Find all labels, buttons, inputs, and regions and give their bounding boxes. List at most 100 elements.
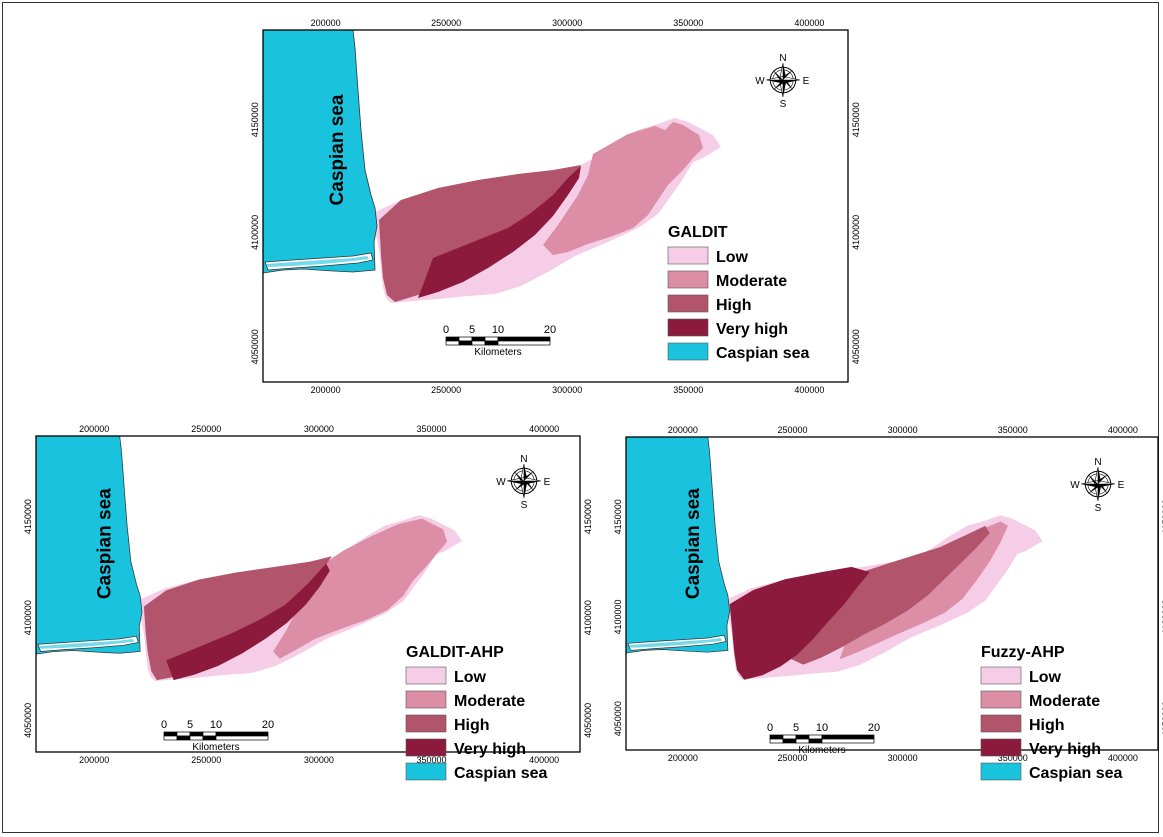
compass-e: E [803, 76, 810, 87]
scale-bar: 0 5 10 20 Kilometers [443, 324, 556, 358]
zone-high-region [791, 525, 990, 665]
map-layers [263, 30, 721, 303]
legend-label: Caspian sea [716, 345, 809, 362]
zone-high-region [143, 556, 332, 681]
x-tick-label-top: 250000 [431, 18, 461, 28]
x-tick-label-bottom: 200000 [311, 385, 341, 395]
legend-swatch-moderate [405, 690, 447, 709]
legend-label: Low [716, 249, 749, 266]
legend: Fuzzy-AHP Low Moderate High Very high Caspian… [980, 644, 1122, 782]
lagoon-water [38, 638, 135, 649]
legend-label: Very high [1029, 741, 1101, 758]
legend-label: High [454, 717, 490, 734]
x-tick-label-bottom: 400000 [794, 385, 824, 395]
x-tick-label-bottom: 250000 [777, 753, 807, 763]
y-tick-label-left: 4100000 [23, 600, 33, 635]
compass-n: N [1094, 457, 1101, 468]
legend-swatch-high [667, 294, 709, 313]
compass-s: S [1095, 503, 1102, 514]
scale-tick-label: 0 [161, 719, 167, 731]
y-tick-label-right: 4100000 [583, 600, 593, 635]
y-tick-label-left: 4150000 [250, 102, 260, 137]
x-tick-label-bottom: 300000 [304, 755, 334, 765]
legend-label: Caspian sea [1029, 765, 1122, 782]
x-tick-label-bottom: 200000 [79, 755, 109, 765]
x-tick-label-top: 300000 [304, 424, 334, 434]
x-tick-label-top: 350000 [416, 424, 446, 434]
x-tick-label-top: 300000 [888, 425, 918, 435]
legend-swatch-low [405, 666, 447, 685]
compass-e: E [1118, 480, 1125, 491]
scale-unit-label: Kilometers [192, 742, 239, 753]
legend-swatch-sea [980, 762, 1022, 781]
x-tick-label-bottom: 350000 [673, 385, 703, 395]
map-panel-galdit: Caspian sea 200000 200000 250000 250000 30000… [250, 18, 861, 395]
legend-label: Moderate [1029, 693, 1100, 710]
caspian-sea-area [626, 437, 731, 654]
scale-tick-label: 20 [544, 324, 556, 336]
y-tick-label-right: 4150000 [851, 102, 861, 137]
x-tick-label-bottom: 200000 [668, 753, 698, 763]
x-tick-label-top: 300000 [552, 18, 582, 28]
scale-tick-label: 5 [793, 722, 799, 734]
x-tick-label-bottom: 350000 [998, 753, 1028, 763]
sea-label: Caspian sea [327, 94, 348, 205]
x-tick-label-top: 350000 [998, 425, 1028, 435]
y-tick-label-left: 4150000 [613, 499, 623, 534]
zone-very-high-region [166, 563, 330, 681]
legend-swatch-high [405, 714, 447, 733]
y-tick-label-left: 4150000 [23, 499, 33, 534]
x-tick-label-bottom: 250000 [191, 755, 221, 765]
compass-w: W [1070, 480, 1080, 491]
zone-very-high-region [418, 166, 581, 298]
compass-s: S [780, 99, 787, 110]
legend-swatch-low [980, 666, 1022, 685]
north-arrow-icon: N S E W [1070, 457, 1124, 514]
legend-swatch-moderate [667, 270, 709, 289]
x-tick-label-top: 200000 [311, 18, 341, 28]
legend-label: Very high [454, 741, 526, 758]
y-tick-label-right: 4050000 [583, 703, 593, 738]
legend-label: Moderate [454, 693, 525, 710]
x-tick-label-top: 400000 [794, 18, 824, 28]
map-content [626, 437, 1043, 680]
legend-label: High [716, 297, 752, 314]
legend-label: Moderate [716, 273, 787, 290]
compass-e: E [544, 477, 551, 488]
legend-swatch-high [980, 714, 1022, 733]
scale-tick-label: 20 [262, 719, 274, 731]
y-tick-label-right: 4150000 [583, 499, 593, 534]
scale-tick-label: 5 [469, 324, 475, 336]
legend-swatch-very-high [667, 318, 709, 337]
y-tick-label-right: 4100000 [1161, 599, 1163, 634]
scale-bar: 0 5 10 20 Kilometers [161, 719, 274, 753]
legend-swatch-very-high [405, 738, 447, 757]
compass-n: N [520, 454, 527, 465]
y-tick-label-right: 4050000 [851, 329, 861, 364]
scale-unit-label: Kilometers [474, 347, 521, 358]
y-tick-label-left: 4100000 [250, 215, 260, 250]
compass-w: W [496, 477, 506, 488]
y-tick-label-right: 4050000 [1161, 701, 1163, 736]
scale-tick-label: 10 [492, 324, 504, 336]
scale-bar: 0 5 10 20 Kilometers [767, 722, 880, 756]
legend-label: Very high [716, 321, 788, 338]
x-tick-label-top: 250000 [777, 425, 807, 435]
lagoon-water [628, 637, 723, 648]
map-content [36, 436, 462, 682]
x-tick-label-bottom: 300000 [552, 385, 582, 395]
y-tick-label-left: 4050000 [250, 329, 260, 364]
legend: GALDIT Low Moderate High Very high Caspian se… [667, 224, 809, 362]
compass-w: W [755, 76, 765, 87]
legend-swatch-very-high [980, 738, 1022, 757]
legend-label: Caspian sea [454, 765, 547, 782]
sea-label: Caspian sea [94, 488, 115, 599]
legend-label: Low [1029, 669, 1062, 686]
zone-moderate-region [273, 518, 448, 659]
caspian-sea-area [263, 30, 378, 274]
legend-swatch-sea [667, 342, 709, 361]
map-content [263, 30, 721, 303]
